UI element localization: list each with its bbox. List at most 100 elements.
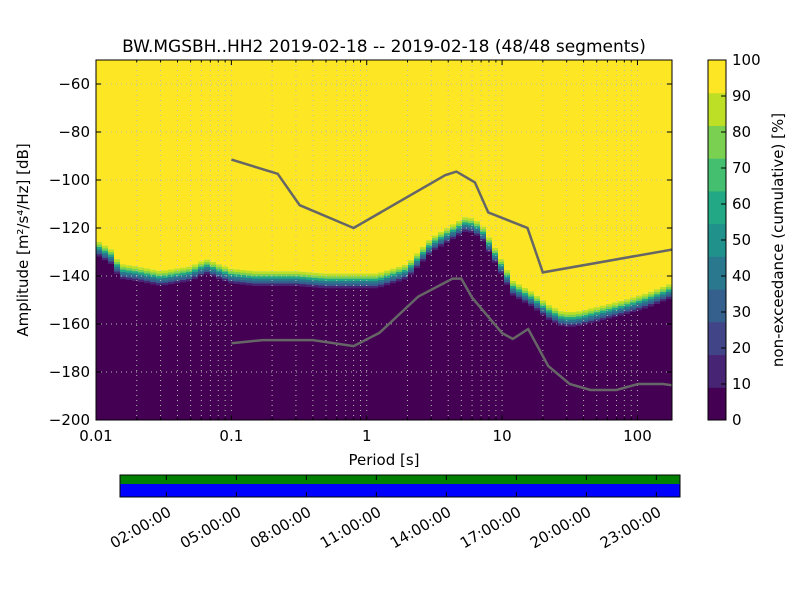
heatmap-cell bbox=[138, 269, 145, 273]
heatmap-cell bbox=[636, 297, 643, 301]
heatmap-cell bbox=[630, 306, 637, 310]
heatmap-cell bbox=[570, 319, 577, 322]
heatmap-cell bbox=[102, 252, 109, 256]
heatmap-cell bbox=[318, 280, 325, 284]
heatmap-column bbox=[330, 60, 337, 420]
heatmap-cell bbox=[612, 307, 619, 310]
y-tick-label: −100 bbox=[49, 171, 90, 189]
heatmap-cell bbox=[162, 272, 169, 276]
heatmap-cell bbox=[210, 261, 217, 265]
heatmap-column bbox=[150, 60, 157, 420]
heatmap-cell bbox=[396, 60, 403, 267]
noise-model-nhnm bbox=[231, 158, 672, 274]
colorbar-segment bbox=[708, 190, 726, 225]
heatmap-cell bbox=[312, 277, 319, 281]
heatmap-cell bbox=[624, 311, 631, 314]
heatmap-cell bbox=[648, 294, 655, 297]
heatmap-cell bbox=[96, 256, 103, 420]
heatmap-cell bbox=[408, 264, 415, 268]
heatmap-cell bbox=[198, 275, 205, 420]
heatmap-cell bbox=[174, 268, 181, 272]
heatmap-cell bbox=[300, 60, 307, 272]
heatmap-cell bbox=[534, 300, 541, 304]
heatmap-cell bbox=[300, 276, 307, 280]
heatmap-cell bbox=[468, 227, 475, 231]
coverage-bar bbox=[120, 475, 680, 484]
heatmap-column bbox=[558, 60, 565, 420]
heatmap-cell bbox=[300, 281, 307, 285]
heatmap-cell bbox=[630, 60, 637, 298]
heatmap-cell bbox=[444, 230, 451, 234]
heatmap-cell bbox=[264, 283, 271, 286]
heatmap-cell bbox=[396, 271, 403, 275]
heatmap-cell bbox=[270, 283, 277, 286]
heatmap-column bbox=[138, 60, 145, 420]
heatmap-cell bbox=[594, 319, 601, 322]
heatmap-column bbox=[156, 60, 163, 420]
heatmap-cell bbox=[600, 305, 607, 309]
heatmap-cell bbox=[432, 242, 439, 246]
colorbar-tick-label: 80 bbox=[732, 123, 751, 141]
heatmap-cell bbox=[618, 300, 625, 304]
heatmap-cell bbox=[408, 60, 415, 261]
heatmap-cell bbox=[306, 277, 313, 280]
heatmap-cell bbox=[150, 279, 157, 282]
heatmap-cell bbox=[624, 301, 631, 305]
heatmap-cell bbox=[312, 60, 319, 273]
heatmap-cell bbox=[624, 308, 631, 312]
heatmap-cell bbox=[384, 275, 391, 279]
heatmap-cell bbox=[588, 320, 595, 324]
heatmap-cell bbox=[420, 258, 427, 262]
heatmap-cell bbox=[348, 278, 355, 282]
heatmap-cell bbox=[126, 277, 133, 281]
heatmap-column bbox=[336, 60, 343, 420]
heatmap-cell bbox=[210, 273, 217, 277]
heatmap-cell bbox=[600, 60, 607, 306]
heatmap-cell bbox=[444, 237, 451, 241]
heatmap-cell bbox=[150, 272, 157, 275]
heatmap-cell bbox=[132, 268, 139, 272]
colorbar-tick-label: 60 bbox=[732, 195, 751, 213]
heatmap-cell bbox=[594, 307, 601, 310]
heatmap-cell bbox=[228, 271, 235, 274]
colorbar-segment bbox=[708, 92, 726, 126]
heatmap-cell bbox=[324, 273, 331, 277]
heatmap-cell bbox=[132, 278, 139, 281]
heatmap-cell bbox=[558, 320, 565, 324]
heatmap-cell bbox=[468, 232, 475, 420]
heatmap-cell bbox=[414, 258, 421, 261]
heatmap-cell bbox=[270, 271, 277, 274]
heatmap-cell bbox=[552, 312, 559, 316]
heatmap-cell bbox=[108, 256, 115, 260]
heatmap-cell bbox=[288, 60, 295, 272]
heatmap-cell bbox=[564, 319, 571, 322]
colorbar-tick-label: 70 bbox=[732, 159, 751, 177]
heatmap-cell bbox=[210, 271, 217, 275]
colorbar-segment bbox=[708, 125, 726, 159]
heatmap-cell bbox=[576, 325, 583, 420]
heatmap-cell bbox=[420, 249, 427, 252]
heatmap-cell bbox=[540, 312, 547, 316]
heatmap-cell bbox=[456, 232, 463, 236]
heatmap-cell bbox=[228, 273, 235, 277]
heatmap-cell bbox=[576, 60, 583, 312]
y-tick-label: −180 bbox=[49, 363, 90, 381]
colorbar-tick-label: 20 bbox=[732, 339, 751, 357]
heatmap-column bbox=[546, 60, 553, 420]
heatmap-cell bbox=[258, 60, 265, 272]
heatmap-cell bbox=[522, 290, 529, 294]
heatmap-cell bbox=[426, 254, 433, 420]
heatmap-cell bbox=[480, 228, 487, 232]
heatmap-cell bbox=[156, 280, 163, 284]
colorbar-tick-label: 30 bbox=[732, 303, 751, 321]
heatmap-cell bbox=[630, 299, 637, 303]
heatmap-cell bbox=[402, 267, 409, 270]
heatmap-cell bbox=[186, 271, 193, 275]
heatmap-cell bbox=[240, 272, 247, 276]
heatmap-cell bbox=[588, 310, 595, 314]
heatmap-cell bbox=[474, 233, 481, 236]
heatmap-cell bbox=[366, 285, 373, 289]
heatmap-cell bbox=[408, 262, 415, 266]
heatmap-cell bbox=[492, 260, 499, 263]
heatmap-cell bbox=[234, 271, 241, 275]
